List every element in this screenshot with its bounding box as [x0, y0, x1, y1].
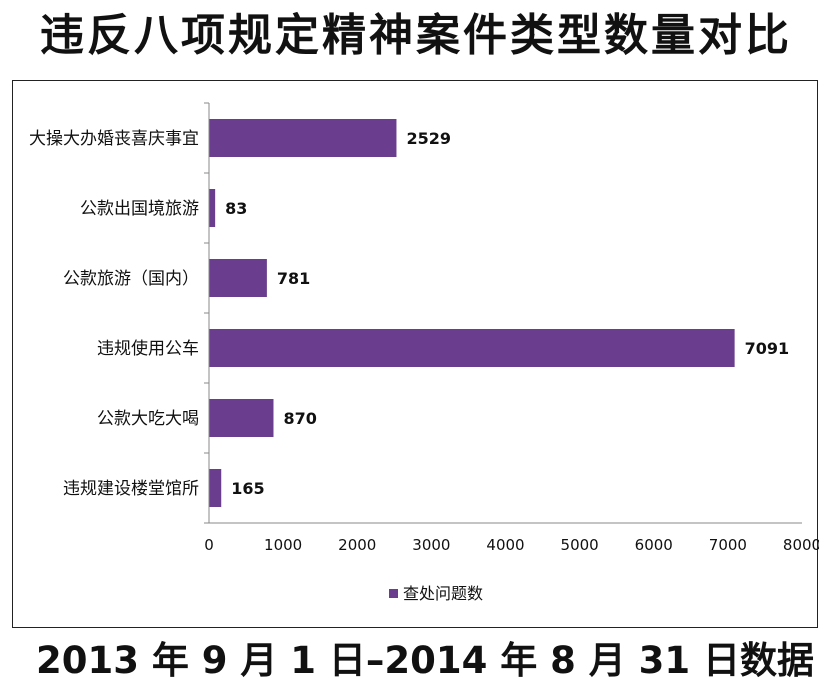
legend: 查处问题数	[389, 584, 483, 603]
x-tick-label: 0	[204, 536, 214, 554]
category-label: 公款旅游（国内）	[63, 269, 199, 289]
data-label: 781	[277, 269, 310, 288]
chart-frame: 大操大办婚丧喜庆事宜 2529 公款出国境旅游 83 公款旅游（国内） 781 违规使用公车…	[12, 80, 819, 628]
x-tick-label: 6000	[635, 536, 673, 554]
bar	[209, 329, 735, 367]
category-label: 违规使用公车	[97, 338, 199, 359]
bar	[209, 259, 267, 297]
category-label: 违规建设楼堂馆所	[63, 479, 199, 499]
bar	[209, 469, 222, 507]
x-tick-label: 3000	[412, 536, 450, 554]
x-tick-label: 8000	[783, 536, 819, 554]
legend-label: 查处问题数	[403, 584, 483, 603]
x-tick-label: 2000	[338, 536, 376, 554]
axis-layer	[204, 102, 802, 524]
labels-layer: 大操大办婚丧喜庆事宜 2529 公款出国境旅游 83 公款旅游（国内） 781 违规使用公车…	[29, 129, 819, 554]
category-label: 公款出国境旅游	[80, 199, 199, 219]
data-label: 870	[283, 409, 316, 428]
data-label: 165	[231, 479, 264, 498]
chart-title: 违反八项规定精神案件类型数量对比	[40, 10, 792, 61]
bar	[209, 119, 397, 157]
x-tick-label: 7000	[709, 536, 747, 554]
legend-swatch	[389, 589, 398, 598]
date-range-note: 2013 年 9 月 1 日–2014 年 8 月 31 日数据	[36, 639, 814, 682]
x-tick-label: 5000	[561, 536, 599, 554]
category-label: 公款大吃大喝	[97, 409, 199, 429]
data-label: 7091	[745, 339, 790, 358]
bar-chart: 大操大办婚丧喜庆事宜 2529 公款出国境旅游 83 公款旅游（国内） 781 违规使用公车…	[29, 102, 819, 603]
category-label: 大操大办婚丧喜庆事宜	[29, 129, 199, 149]
data-label: 2529	[406, 129, 451, 148]
bars-layer	[209, 119, 735, 507]
x-tick-label: 1000	[264, 536, 302, 554]
bar	[209, 399, 274, 437]
bar	[209, 189, 216, 227]
data-label: 83	[225, 199, 247, 218]
x-tick-label: 4000	[486, 536, 524, 554]
